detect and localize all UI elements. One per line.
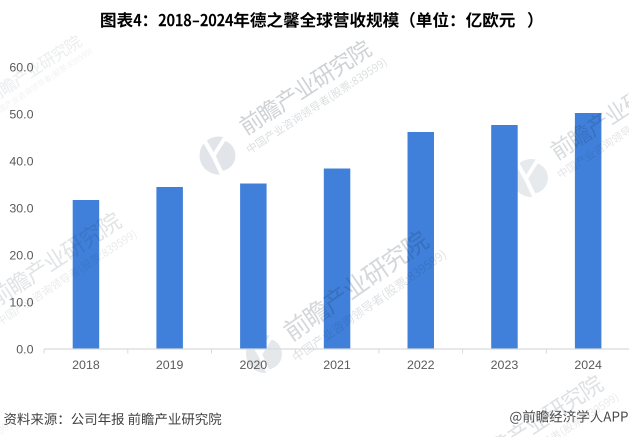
svg-text:10.0: 10.0 <box>9 296 33 310</box>
svg-text:20.0: 20.0 <box>9 249 33 263</box>
svg-text:2020: 2020 <box>240 358 268 372</box>
svg-text:2024: 2024 <box>574 358 602 372</box>
svg-text:0.0: 0.0 <box>16 343 33 357</box>
svg-text:2022: 2022 <box>407 358 435 372</box>
svg-text:60.0: 60.0 <box>9 61 33 75</box>
svg-text:2023: 2023 <box>491 358 519 372</box>
svg-text:30.0: 30.0 <box>9 202 33 216</box>
svg-text:2018: 2018 <box>72 358 100 372</box>
svg-text:50.0: 50.0 <box>9 108 33 122</box>
svg-text:2021: 2021 <box>323 358 351 372</box>
svg-text:40.0: 40.0 <box>9 155 33 169</box>
svg-text:2019: 2019 <box>156 358 184 372</box>
